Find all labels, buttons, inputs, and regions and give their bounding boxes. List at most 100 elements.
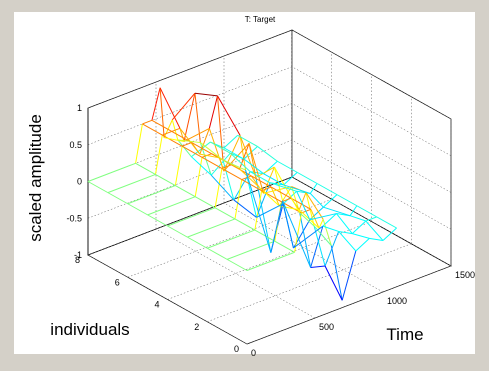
mesh-line-time	[187, 218, 236, 238]
mesh-line-individual	[256, 203, 284, 218]
mesh-line-individual	[313, 225, 332, 246]
mesh-line-individual	[336, 194, 358, 207]
mesh-line-individual	[245, 169, 272, 253]
mesh-line-time	[241, 175, 252, 181]
mesh-line-individual	[233, 199, 257, 218]
mesh-line-time	[309, 183, 318, 194]
grid-line	[223, 202, 384, 293]
mesh-line-individual	[201, 156, 223, 169]
mesh-line-individual	[274, 240, 295, 253]
mesh-line-time	[318, 219, 324, 229]
mesh-line-individual	[352, 233, 370, 239]
mesh-line-time	[179, 128, 185, 142]
mesh-line-individual	[222, 159, 246, 171]
y-tick-label: 6	[115, 277, 120, 287]
mesh-line-time	[221, 164, 232, 169]
mesh-line-individual	[310, 265, 326, 269]
grid-line	[87, 66, 293, 145]
mesh-line-individual	[237, 134, 258, 147]
mesh-line-individual	[305, 192, 324, 220]
mesh-line-time	[199, 128, 210, 155]
mesh-line-individual	[167, 225, 188, 238]
mesh-line-individual	[239, 168, 260, 188]
y-axis-label: individuals	[50, 320, 129, 339]
mesh-line-individual	[241, 179, 262, 192]
mesh-line-time	[135, 123, 143, 164]
mesh-line-individual	[151, 119, 173, 132]
mesh-line-individual	[349, 215, 367, 222]
mesh-line-individual	[243, 158, 265, 175]
mesh-line-individual	[239, 135, 257, 178]
mesh-line-individual	[210, 174, 235, 201]
mesh-line-individual	[175, 185, 196, 198]
mesh-line-time	[107, 173, 156, 194]
grid-line	[87, 29, 293, 109]
mesh-line-individual	[376, 216, 397, 229]
mesh-line-individual	[229, 152, 251, 173]
mesh-line-time	[147, 196, 196, 216]
mesh-line-individual	[309, 193, 324, 208]
z-tick-label: 0.5	[69, 140, 82, 150]
mesh-line-time	[207, 229, 256, 249]
mesh-line-time	[183, 93, 196, 142]
mesh-line-individual	[324, 265, 343, 301]
mesh-line-time	[365, 216, 377, 222]
mesh-line-time	[382, 227, 397, 241]
mesh-line-time	[351, 220, 367, 234]
mesh-line-time	[255, 177, 272, 253]
z-tick-label: 1	[77, 103, 82, 113]
z-tick-label: 0	[77, 177, 82, 187]
grid-line	[291, 66, 452, 156]
mesh-line-individual	[162, 134, 183, 147]
mesh-line-time	[261, 186, 272, 192]
mesh-line-time	[127, 185, 176, 205]
mesh-line-individual	[296, 171, 318, 184]
chart-title: T: Target	[245, 15, 276, 24]
mesh-line-individual	[293, 225, 324, 249]
mesh-line-individual	[107, 192, 128, 205]
mesh-line-time	[154, 134, 163, 175]
mesh-line-individual	[194, 196, 216, 209]
y-tick-label: 2	[194, 322, 199, 332]
grid-line	[291, 140, 452, 230]
mesh-line-time	[159, 87, 165, 138]
grid-line	[207, 243, 412, 322]
mesh-line-individual	[299, 212, 315, 227]
mesh-line-individual	[87, 181, 109, 194]
z-tick-label: -0.5	[66, 213, 82, 223]
mesh-line-time	[223, 134, 238, 149]
grid-line	[291, 29, 452, 120]
x-tick-label: 1000	[387, 296, 407, 306]
mesh-line-time	[162, 130, 172, 136]
mesh-line-time	[283, 172, 298, 186]
mesh-line-individual	[159, 87, 181, 129]
mesh-line-time	[234, 179, 243, 220]
mesh-line-time	[167, 207, 216, 227]
mesh-line-time	[223, 135, 241, 172]
mesh-line-individual	[281, 201, 302, 214]
mesh-line-individual	[270, 200, 284, 253]
mesh-line-individual	[187, 236, 208, 249]
mesh-line-individual	[323, 206, 351, 217]
mesh-line-individual	[279, 205, 300, 211]
mesh-line-time	[355, 238, 370, 252]
mesh-line-individual	[155, 173, 176, 186]
mesh-line-individual	[251, 175, 272, 188]
mesh-line-individual	[277, 160, 298, 173]
mesh-line-time	[349, 205, 358, 216]
mesh-line-time	[270, 186, 280, 207]
mesh-line-time	[214, 168, 223, 208]
mesh-line-time	[174, 146, 183, 186]
z-axis-label: scaled amplitude	[26, 114, 45, 242]
mesh-line-time	[194, 93, 201, 143]
mesh-line-individual	[356, 205, 377, 218]
mesh-line-time	[239, 143, 250, 170]
mesh-line-time	[177, 139, 192, 157]
mesh-line-individual	[234, 218, 256, 231]
mesh-line-individual	[191, 156, 212, 176]
mesh-line-individual	[200, 142, 224, 161]
mesh-line-time	[273, 166, 284, 201]
mesh-line-individual	[208, 128, 225, 172]
mesh-line-time	[341, 250, 357, 301]
mesh-line-individual	[214, 207, 236, 220]
